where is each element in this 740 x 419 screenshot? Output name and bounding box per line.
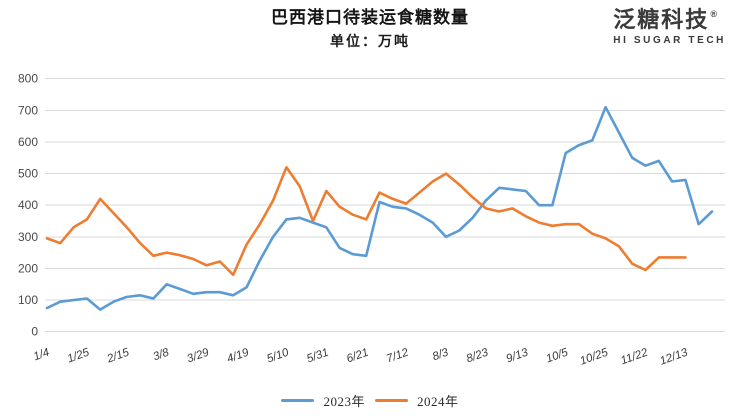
x-axis-tick-label: 8/23 [465,346,491,365]
x-axis-tick-label: 3/29 [185,346,211,365]
legend-label-2023: 2023年 [323,393,365,409]
x-axis-tick-label: 1/4 [32,347,51,364]
legend-item-2023[interactable]: 2023年 [281,391,365,410]
series-line-2024 [45,166,687,277]
legend-line-swatch-2024 [375,398,408,402]
y-axis-tick-label: 700 [18,103,38,117]
x-axis-tick-label: 7/12 [385,346,411,365]
y-axis-tick-label: 200 [18,261,38,275]
y-axis-tick-label: 300 [18,230,38,244]
brand-logo-tagline: HI SUGAR TECH [613,35,726,46]
x-axis-tick-label: 11/22 [619,346,650,367]
series-line-2023 [45,105,714,311]
x-axis-tick-label: 10/25 [578,346,610,367]
line-chart-plot-area: 0 100 200 300 400 500 600 700 800 1/4 1/25 2/15 3/8 3… [18,72,725,368]
x-axis-tick-label: 8/3 [431,346,451,363]
registered-trademark-icon: ® [710,9,719,19]
y-axis-tick-label: 0 [31,325,38,339]
legend-label-2024: 2024年 [417,393,459,409]
y-axis-tick-label: 800 [18,72,38,86]
x-axis-tick-label: 4/19 [225,346,251,365]
y-axis-tick-label: 500 [18,167,38,181]
chart-legend: 2023年 2024年 [0,389,740,411]
y-axis-tick-label: 600 [18,135,38,149]
x-axis-tick-label: 1/25 [66,346,92,365]
x-axis-tick-label: 2/15 [105,346,132,365]
x-axis-tick-label: 9/13 [505,346,531,365]
x-axis-tick-label: 12/13 [658,346,690,367]
x-axis-tick-label: 5/10 [265,346,291,365]
legend-item-2024[interactable]: 2024年 [375,391,459,410]
legend-line-swatch-2023 [281,398,315,402]
x-axis-tick-label: 5/31 [305,347,330,366]
x-axis-tick-label: 10/5 [545,346,571,365]
y-axis-tick-label: 400 [18,198,38,212]
brand-logo-name: 泛糖科技® [613,7,719,32]
x-axis-tick-label: 6/21 [345,347,370,366]
brand-logo: 泛糖科技® HI SUGAR TECH [613,7,726,47]
x-axis-tick-label: 3/8 [152,346,172,363]
y-axis-tick-label: 100 [18,293,38,307]
